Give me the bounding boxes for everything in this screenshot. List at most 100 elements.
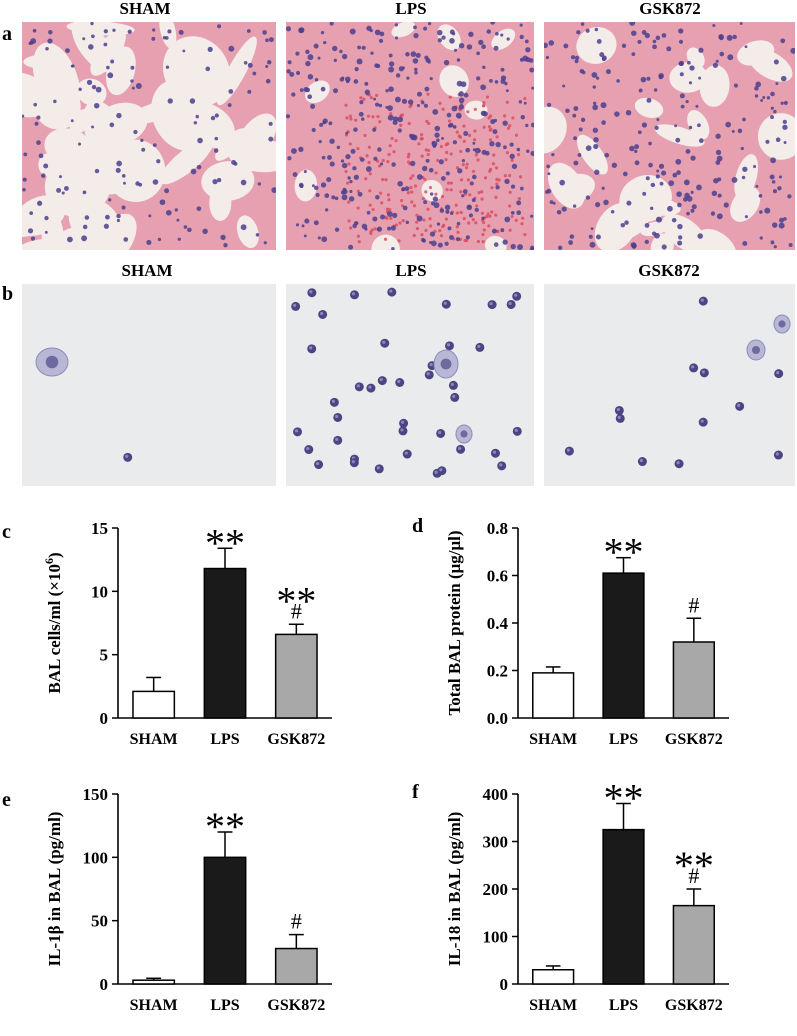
red-blood-cell — [490, 186, 494, 190]
cell-nucleus — [298, 27, 304, 34]
red-blood-cell — [481, 240, 485, 244]
alveolar-space — [52, 224, 126, 250]
row-a-title-gsk872: GSK872 — [639, 0, 701, 18]
cell-nucleus — [644, 32, 650, 39]
cell-nucleus — [678, 235, 683, 240]
cell-nucleus — [458, 97, 465, 103]
cell-nucleus — [385, 105, 389, 109]
red-blood-cell — [446, 181, 451, 185]
cell-nucleus — [373, 156, 378, 161]
cell-nucleus — [676, 191, 682, 198]
cell-nucleus — [341, 194, 348, 201]
cell-nucleus — [91, 84, 97, 90]
cell-nucleus — [305, 49, 310, 54]
cell-nucleus — [646, 97, 652, 103]
cell-nucleus — [22, 188, 26, 192]
cell-nucleus — [43, 163, 49, 169]
red-blood-cell — [348, 142, 352, 146]
red-blood-cell — [381, 177, 385, 182]
cell-nucleus — [456, 221, 461, 226]
red-blood-cell — [422, 218, 426, 222]
bal-cell-lobe — [335, 414, 339, 419]
cell-nucleus — [726, 34, 733, 41]
cell-nucleus — [621, 43, 627, 48]
red-blood-cell — [462, 124, 466, 128]
cell-nucleus — [509, 142, 514, 147]
red-blood-cell — [494, 195, 498, 199]
x-tick-label: LPS — [210, 997, 239, 1014]
red-blood-cell — [459, 190, 463, 194]
cell-nucleus — [271, 187, 276, 194]
x-tick-label: GSK872 — [665, 731, 723, 748]
red-blood-cell — [474, 153, 478, 157]
red-blood-cell — [471, 169, 476, 174]
red-blood-cell — [444, 143, 448, 147]
cell-nucleus — [56, 187, 62, 193]
cell-nucleus — [349, 179, 353, 184]
red-blood-cell — [389, 216, 393, 221]
x-tick-label: SHAM — [529, 997, 577, 1014]
cell-nucleus — [759, 236, 763, 240]
cell-nucleus — [443, 59, 450, 66]
cell-nucleus — [121, 205, 126, 210]
cell-nucleus — [719, 35, 724, 41]
cell-nucleus — [622, 171, 628, 177]
cell-nucleus — [22, 177, 27, 182]
cell-nucleus — [41, 173, 46, 178]
red-blood-cell — [356, 206, 360, 210]
red-blood-cell — [505, 151, 510, 155]
row-b-title-sham: SHAM — [121, 261, 173, 280]
cell-nucleus — [518, 100, 523, 104]
cell-nucleus — [574, 59, 579, 64]
cell-nucleus — [614, 111, 620, 117]
alveolar-space — [215, 128, 247, 161]
cell-nucleus — [196, 164, 202, 170]
cell-nucleus — [361, 45, 366, 50]
cell-nucleus — [268, 37, 274, 43]
red-blood-cell — [426, 153, 430, 157]
cell-nucleus — [712, 24, 716, 28]
y-tick-label: 200 — [483, 880, 509, 899]
cell-nucleus — [520, 114, 526, 120]
cell-nucleus — [82, 37, 86, 41]
cell-nucleus — [762, 95, 766, 99]
cell-nucleus — [329, 22, 334, 26]
red-blood-cell — [471, 218, 475, 222]
cell-nucleus — [374, 29, 381, 36]
cell-nucleus — [353, 127, 358, 132]
cell-nucleus — [115, 167, 121, 173]
cell-nucleus — [295, 70, 301, 76]
cell-nucleus — [95, 86, 102, 93]
macrophage-nucleus — [440, 358, 452, 370]
cell-nucleus — [731, 129, 735, 133]
red-blood-cell — [486, 212, 490, 216]
cell-nucleus — [463, 92, 469, 98]
red-blood-cell — [429, 224, 433, 228]
y-tick-label: 0.4 — [487, 614, 509, 633]
cell-nucleus — [680, 104, 685, 109]
cell-nucleus — [416, 174, 423, 180]
cell-nucleus — [744, 45, 748, 49]
bal-cell-lobe — [457, 446, 462, 450]
cell-nucleus — [593, 137, 599, 143]
cell-nucleus — [247, 62, 253, 68]
cell-nucleus — [457, 168, 463, 174]
cell-nucleus — [387, 226, 392, 231]
cell-nucleus — [684, 192, 690, 199]
red-blood-cell — [487, 125, 492, 129]
red-blood-cell — [476, 158, 480, 162]
cell-nucleus — [731, 176, 738, 183]
red-blood-cell — [347, 162, 351, 166]
bal-cell-lobe — [382, 340, 386, 344]
red-blood-cell — [419, 137, 423, 141]
cell-nucleus — [641, 122, 648, 128]
bal-cell-lobe — [508, 301, 512, 306]
cell-nucleus — [303, 86, 309, 92]
cell-nucleus — [216, 177, 222, 183]
cell-nucleus — [38, 153, 44, 159]
red-blood-cell — [421, 197, 425, 201]
cell-nucleus — [369, 28, 373, 33]
cell-nucleus — [416, 103, 420, 108]
cell-nucleus — [656, 169, 660, 173]
x-tick-label: SHAM — [529, 731, 577, 748]
